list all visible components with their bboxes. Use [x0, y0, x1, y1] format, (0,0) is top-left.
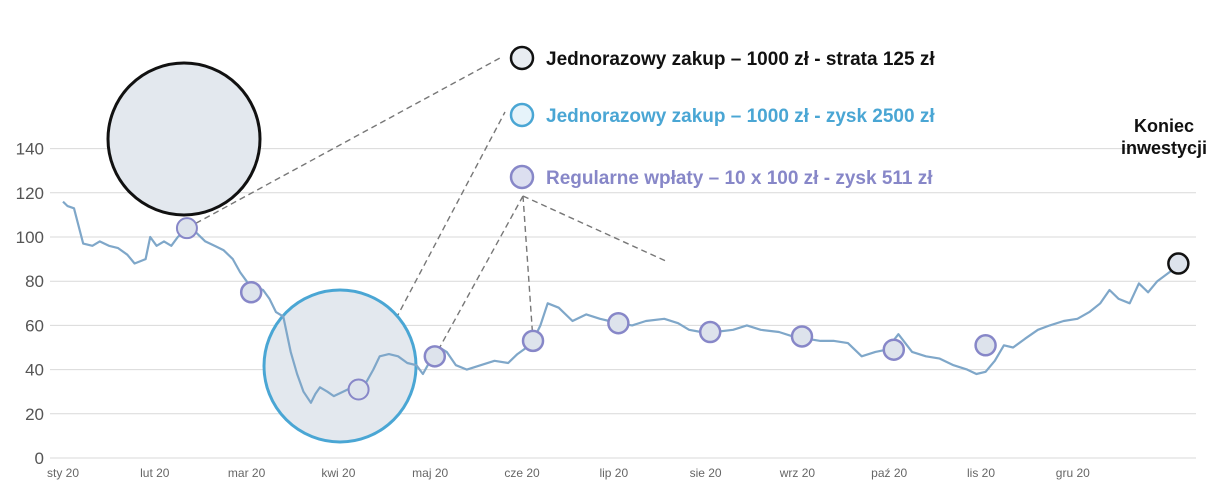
marker-regular-8: [974, 334, 997, 357]
legend-marker-3: [509, 164, 535, 190]
x-tick-label: paź 20: [871, 466, 907, 480]
end-label-line-2: inwestycji: [1121, 138, 1207, 158]
end-label-line-1: Koniec: [1134, 116, 1194, 136]
x-tick-label: sie 20: [690, 466, 722, 480]
x-tick-label: wrz 20: [779, 466, 816, 480]
x-tick-label: kwi 20: [321, 466, 355, 480]
zoom-circle-gain: [262, 288, 418, 444]
y-tick-label: 140: [16, 140, 44, 159]
zoom-circle-loss: [106, 61, 262, 217]
y-tick-label: 80: [25, 272, 44, 291]
x-tick-label: maj 20: [412, 466, 448, 480]
y-tick-label: 60: [25, 316, 44, 335]
legend-marker-1: [509, 45, 535, 71]
x-tick-label: sty 20: [47, 466, 79, 480]
y-axis-ticks: 0 20 40 60 80 100 120 140: [16, 140, 44, 468]
x-tick-label: gru 20: [1056, 466, 1090, 480]
marker-lump-loss: [175, 217, 198, 240]
marker-lump-gain: [347, 378, 370, 401]
x-tick-label: mar 20: [228, 466, 266, 480]
x-axis-ticks: sty 20 lut 20 mar 20 kwi 20 maj 20 cze 20 lip …: [47, 466, 1090, 480]
legend-text-2: Jednorazowy zakup – 1000 zł - zysk 2500 …: [546, 106, 935, 127]
legend-text-3: Regularne wpłaty – 10 x 100 zł - zysk 51…: [546, 168, 933, 189]
y-tick-label: 0: [35, 449, 44, 468]
x-tick-label: lis 20: [967, 466, 995, 480]
x-tick-label: lip 20: [599, 466, 628, 480]
connector-regular-1: [434, 195, 524, 357]
marker-regular-2: [423, 345, 447, 368]
x-tick-label: cze 20: [504, 466, 540, 480]
markers: [175, 217, 1190, 401]
marker-end: [1167, 252, 1190, 275]
marker-regular-3: [521, 329, 545, 353]
marker-regular-1: [239, 281, 263, 304]
legend-text-1: Jednorazowy zakup – 1000 zł - strata 125…: [546, 49, 935, 70]
zoom-circles: [106, 61, 418, 444]
connector-regular-2: [522, 195, 534, 341]
y-tick-label: 120: [16, 184, 44, 203]
legend: Jednorazowy zakup – 1000 zł - strata 125…: [509, 45, 935, 190]
y-tick-label: 40: [25, 361, 44, 380]
price-line-layer: [62, 200, 1180, 404]
x-tick-label: lut 20: [140, 466, 170, 480]
marker-regular-5: [698, 320, 722, 344]
gridlines: [50, 148, 1196, 459]
series-line-1: [62, 200, 1180, 404]
y-tick-label: 20: [25, 405, 44, 424]
marker-regular-6: [790, 325, 814, 348]
connector-regular-3: [522, 195, 669, 263]
legend-marker-2: [509, 102, 535, 128]
marker-regular-4: [607, 311, 630, 335]
y-tick-label: 100: [16, 228, 44, 247]
marker-regular-7: [882, 338, 906, 361]
